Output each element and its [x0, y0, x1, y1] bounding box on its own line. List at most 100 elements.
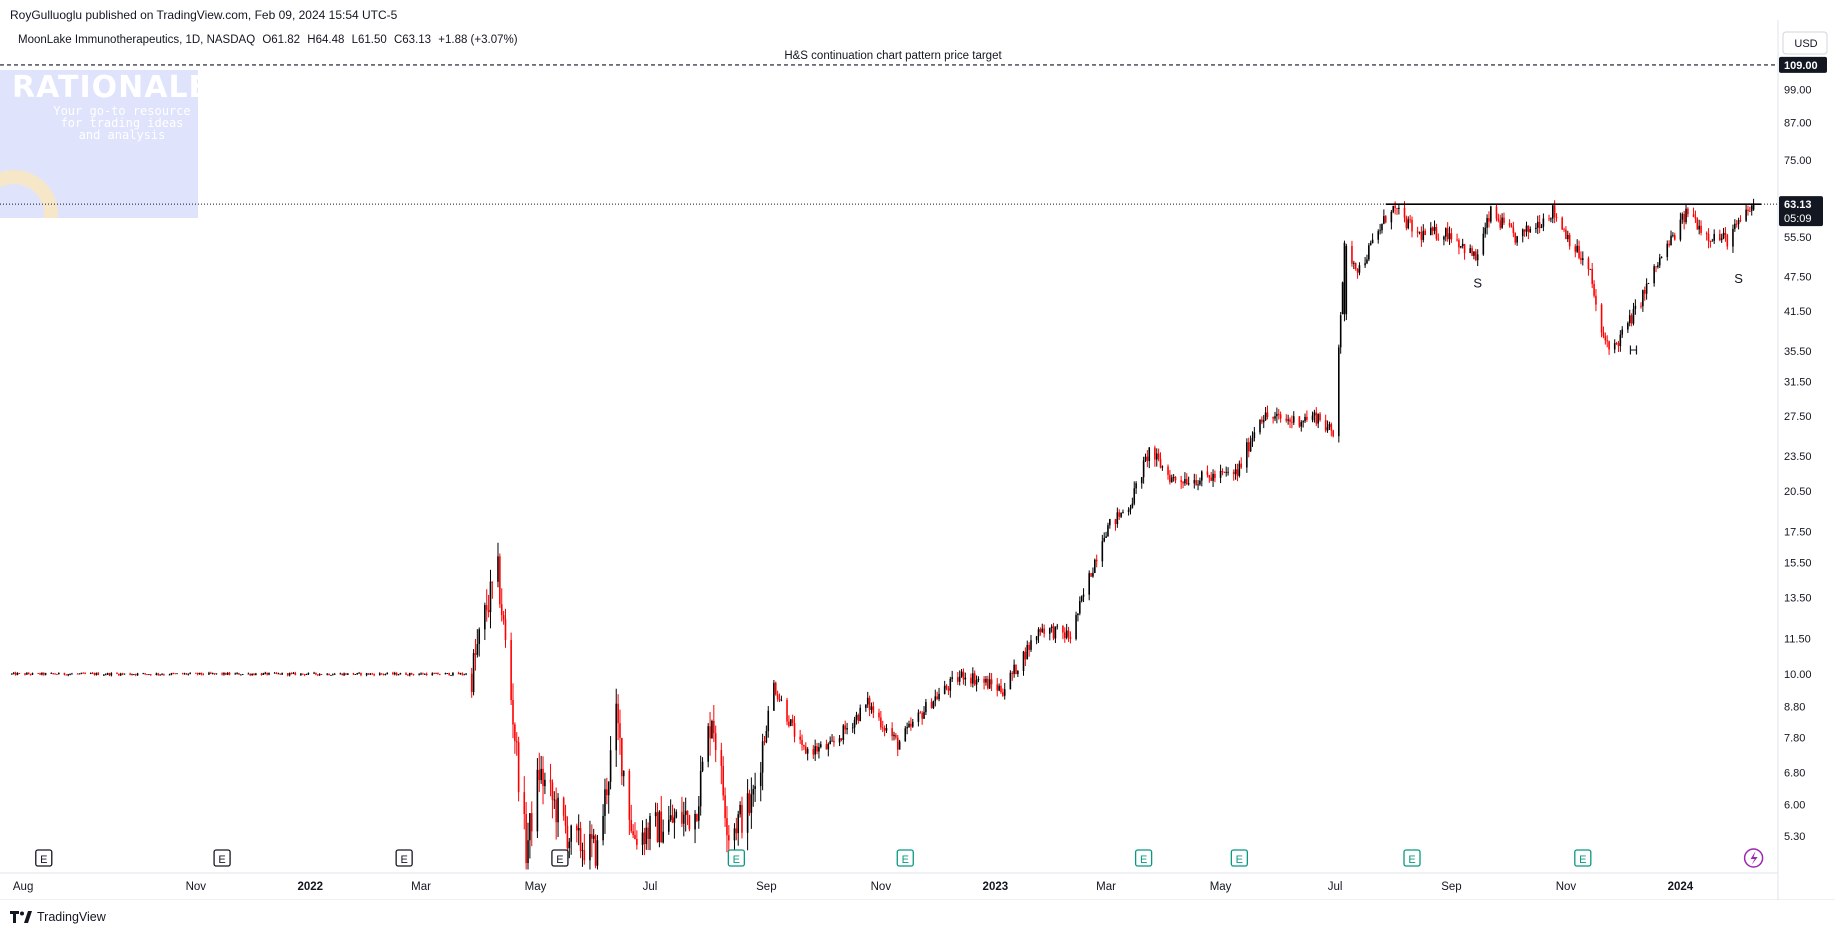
candle-body: [910, 723, 912, 727]
candle-body: [1521, 229, 1524, 237]
candle-body: [816, 746, 818, 752]
candle-body: [628, 770, 631, 820]
candle-body: [386, 672, 389, 675]
candle-body: [41, 672, 43, 675]
candle-body: [1279, 414, 1282, 419]
candle-body: [1262, 420, 1265, 423]
candle-body: [356, 673, 359, 675]
candle-body: [65, 674, 68, 676]
price-tick-label: 11.50: [1784, 633, 1811, 645]
candle-body: [1082, 594, 1085, 597]
earnings-event-icon: [727, 849, 745, 867]
candle-body: [264, 672, 267, 674]
candle-body: [286, 673, 289, 676]
candle-body: [290, 673, 293, 675]
candle-body: [420, 673, 422, 675]
earnings-event-text: E: [1408, 854, 1415, 866]
candle-body: [681, 811, 683, 824]
candle-body: [957, 677, 959, 682]
candle-body: [609, 750, 612, 782]
candle-body: [983, 678, 985, 683]
candle-body: [825, 744, 828, 750]
candle-body: [457, 672, 460, 675]
candle-body: [1394, 205, 1396, 208]
candle-body: [591, 834, 593, 839]
candle-body: [76, 673, 79, 675]
candle-body: [1726, 234, 1729, 247]
candle-body: [1499, 220, 1502, 228]
candle-body: [1418, 232, 1421, 234]
candle-body: [253, 674, 255, 675]
candle-body: [1574, 246, 1577, 252]
candle-body: [16, 673, 19, 675]
price-chart[interactable]: H&S continuation chart pattern price tar…: [0, 20, 1835, 900]
candle-body: [240, 674, 242, 676]
candle-body: [367, 673, 370, 675]
candle-body: [1752, 204, 1755, 210]
candle-body: [735, 828, 738, 834]
candle-body: [617, 703, 619, 724]
candle-body: [168, 674, 171, 676]
candle-body: [260, 673, 263, 675]
time-tick-label: Sep: [1441, 881, 1461, 893]
time-tick-label: Jul: [643, 881, 658, 893]
candle-body: [465, 673, 467, 675]
candle-body: [1448, 233, 1451, 240]
candle-body: [380, 673, 383, 675]
candle-body: [1092, 572, 1094, 577]
time-tick-label: Nov: [186, 881, 207, 893]
candle-body: [1103, 537, 1106, 542]
candle-body: [1501, 217, 1503, 228]
candle-body: [1634, 305, 1637, 309]
candle-body: [1711, 240, 1714, 242]
tradingview-footer[interactable]: TradingView: [10, 910, 106, 924]
candle-body: [1542, 218, 1545, 227]
candle-body: [1195, 480, 1197, 486]
candle-body: [1471, 248, 1473, 256]
candle-body: [1407, 219, 1410, 229]
candle-body: [1734, 223, 1736, 229]
candle-body: [936, 696, 938, 700]
candle-body: [1251, 437, 1254, 442]
earnings-event-text: E: [902, 854, 909, 866]
candle-body: [776, 694, 779, 699]
candle-body: [1356, 269, 1359, 273]
candle-body: [709, 726, 711, 739]
candle-body: [1291, 421, 1293, 423]
candle-body: [985, 678, 987, 683]
candle-body: [226, 673, 229, 675]
candle-body: [1133, 488, 1136, 504]
candle-body: [54, 673, 56, 675]
candle-body: [741, 804, 743, 833]
candle-body: [1343, 242, 1346, 315]
candle-body: [1155, 453, 1158, 460]
candle-body: [435, 672, 437, 674]
candle-body: [360, 672, 362, 676]
candle-body: [412, 674, 415, 676]
legend-symbol[interactable]: MoonLake Immunotherapeutics, 1D, NASDAQ: [18, 34, 256, 46]
candle-body: [103, 674, 105, 676]
flash-glyph: [1750, 851, 1758, 865]
candle-body: [1632, 308, 1635, 324]
time-tick-label: Sep: [756, 881, 776, 893]
candle-body: [1298, 416, 1301, 427]
candle-body: [1201, 471, 1203, 481]
candle-body: [1184, 479, 1186, 484]
candle-body: [688, 815, 691, 830]
candle-body: [1619, 334, 1622, 346]
candle-body: [1630, 315, 1633, 324]
candle-body: [1330, 424, 1333, 431]
candle-body: [988, 679, 991, 689]
candle-body: [656, 812, 659, 843]
candle-body: [962, 671, 965, 680]
candle-body: [365, 673, 368, 676]
candle-body: [564, 815, 567, 826]
candle-body: [1707, 234, 1710, 242]
time-tick-label: Nov: [871, 881, 892, 893]
candle-body: [459, 673, 462, 675]
earnings-event-icon: [1574, 849, 1592, 867]
candle-body: [485, 605, 488, 611]
countdown-text: 05:09: [1784, 213, 1812, 225]
candle-body: [701, 761, 704, 771]
